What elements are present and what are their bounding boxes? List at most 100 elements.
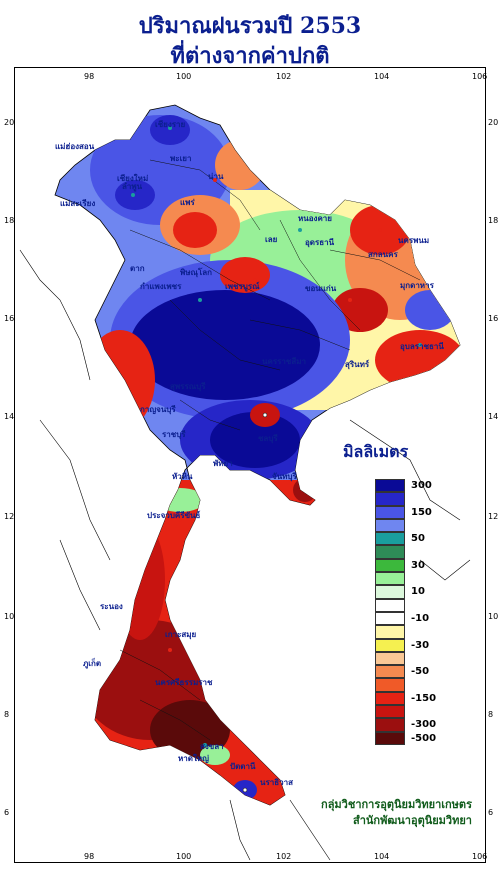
place-label: จันทบุรี — [272, 472, 297, 481]
legend-label: -300 — [411, 719, 437, 731]
legend-swatch — [375, 505, 405, 519]
y-tick-left-20: 20 — [4, 118, 15, 127]
place-label: ชลบุรี — [258, 434, 278, 443]
legend-swatch — [375, 678, 405, 692]
y-tick-right-10: 10 — [488, 612, 499, 621]
place-label: สุรินทร์ — [345, 360, 370, 369]
place-label: พิษณุโลก — [180, 268, 213, 277]
place-label: อุดรธานี — [305, 238, 335, 247]
legend-swatch — [375, 585, 405, 599]
y-tick-left-16: 16 — [4, 314, 15, 323]
legend-swatch — [375, 492, 405, 506]
credit-line2: สำนักพัฒนาอุตุนิยมวิทยา — [353, 814, 472, 827]
y-tick-right-8: 8 — [488, 710, 494, 719]
place-label: ตาก — [130, 264, 145, 273]
legend-label: 50 — [411, 533, 425, 545]
place-label: สุพรรณบุรี — [170, 382, 206, 391]
legend-swatch — [375, 518, 405, 533]
legend-label: 300 — [411, 480, 432, 491]
map-title-line2: ที่ต่างจากค่าปกติ — [170, 43, 330, 69]
color-legend — [375, 479, 405, 745]
station-dots — [131, 126, 422, 793]
x-tick-top-102: 102 — [276, 72, 292, 81]
place-label: แม่สะเรียง — [60, 199, 96, 208]
legend-swatch — [375, 665, 405, 679]
place-label: พะเยา — [170, 154, 192, 163]
y-tick-right-6: 6 — [488, 808, 494, 817]
x-tick-bottom-100: 100 — [176, 852, 192, 861]
place-label: สกลนคร — [368, 250, 398, 259]
place-label: ปัตตานี — [230, 762, 256, 771]
place-label: ราชบุรี — [162, 430, 186, 439]
legend-swatch — [375, 479, 405, 493]
province-borders — [119, 159, 421, 741]
place-label: นครพนม — [398, 236, 430, 245]
legend-swatch — [375, 598, 405, 612]
legend-label: -50 — [411, 666, 430, 678]
x-tick-top-106: 106 — [472, 72, 488, 81]
y-tick-left-14: 14 — [4, 412, 15, 421]
legend-label: 30 — [411, 559, 425, 571]
legend-swatch — [375, 558, 405, 573]
place-label: นครศรีธรรมราช — [155, 678, 213, 687]
place-label: พัทยา — [213, 459, 233, 468]
legend-label: -30 — [411, 639, 430, 651]
x-tick-top-98: 98 — [84, 72, 95, 81]
neighbour-borders — [19, 249, 471, 861]
x-tick-top-104: 104 — [374, 72, 390, 81]
legend-swatch — [375, 705, 405, 719]
legend-label: 150 — [411, 506, 432, 518]
place-label: เพชรบูรณ์ — [225, 282, 260, 291]
y-tick-left-12: 12 — [4, 512, 15, 521]
place-label: ระนอง — [100, 602, 123, 611]
y-tick-right-12: 12 — [488, 512, 499, 521]
x-tick-top-100: 100 — [176, 72, 192, 81]
legend-label: -500 — [411, 732, 437, 744]
legend-swatch — [375, 572, 405, 586]
place-label: ประจวบคีรีขันธ์ — [147, 511, 201, 520]
credit-line1: กลุ่มวิชาการอุตุนิยมวิทยาเกษตร — [321, 798, 472, 811]
legend-swatch — [375, 651, 405, 666]
place-label: นราธิวาส — [260, 778, 294, 787]
place-label: ขอนแก่น — [305, 284, 337, 293]
legend-label: -150 — [411, 692, 437, 704]
place-label: เชียงราย — [155, 120, 186, 129]
legend-swatch — [375, 731, 405, 745]
legend-swatch — [375, 532, 405, 546]
x-tick-bottom-102: 102 — [276, 852, 292, 861]
legend-swatch — [375, 545, 405, 559]
y-tick-right-18: 18 — [488, 216, 499, 225]
place-label: กำแพงเพชร — [140, 282, 182, 291]
place-label: ลำพูน — [122, 182, 143, 191]
place-label: หนองคาย — [298, 214, 332, 223]
place-label: แม่ฮ่องสอน — [55, 142, 95, 151]
y-tick-left-10: 10 — [4, 612, 15, 621]
y-tick-left-8: 8 — [4, 710, 10, 719]
place-label: นครราชสีมา — [262, 357, 306, 366]
x-tick-bottom-98: 98 — [84, 852, 95, 861]
place-label: อุบลราชธานี — [400, 342, 444, 351]
place-label: มุกดาหาร — [400, 281, 434, 290]
legend-label: 10 — [411, 586, 425, 598]
anomaly-fill — [80, 115, 460, 805]
place-label: เชียงใหม่ — [117, 174, 149, 183]
place-label: กาญจนบุรี — [140, 405, 176, 414]
y-tick-right-20: 20 — [488, 118, 499, 127]
y-tick-left-6: 6 — [4, 808, 10, 817]
place-label: เกาะสมุย — [165, 630, 197, 639]
legend-swatch — [375, 691, 405, 706]
legend-swatch — [375, 638, 405, 652]
x-tick-bottom-106: 106 — [472, 852, 488, 861]
legend-swatch — [375, 625, 405, 639]
place-label: เลย — [265, 235, 278, 244]
place-label: หัวหิน — [172, 472, 193, 481]
place-label: ภูเก็ต — [83, 659, 102, 668]
y-tick-left-18: 18 — [4, 216, 15, 225]
map-title-line1: ปริมาณฝนรวมปี 2553 — [138, 13, 362, 39]
place-label: น่าน — [208, 172, 224, 181]
y-tick-right-14: 14 — [488, 412, 499, 421]
legend-swatch — [375, 611, 405, 626]
legend-label: -10 — [411, 613, 430, 624]
place-label: สงขลา — [200, 742, 224, 751]
